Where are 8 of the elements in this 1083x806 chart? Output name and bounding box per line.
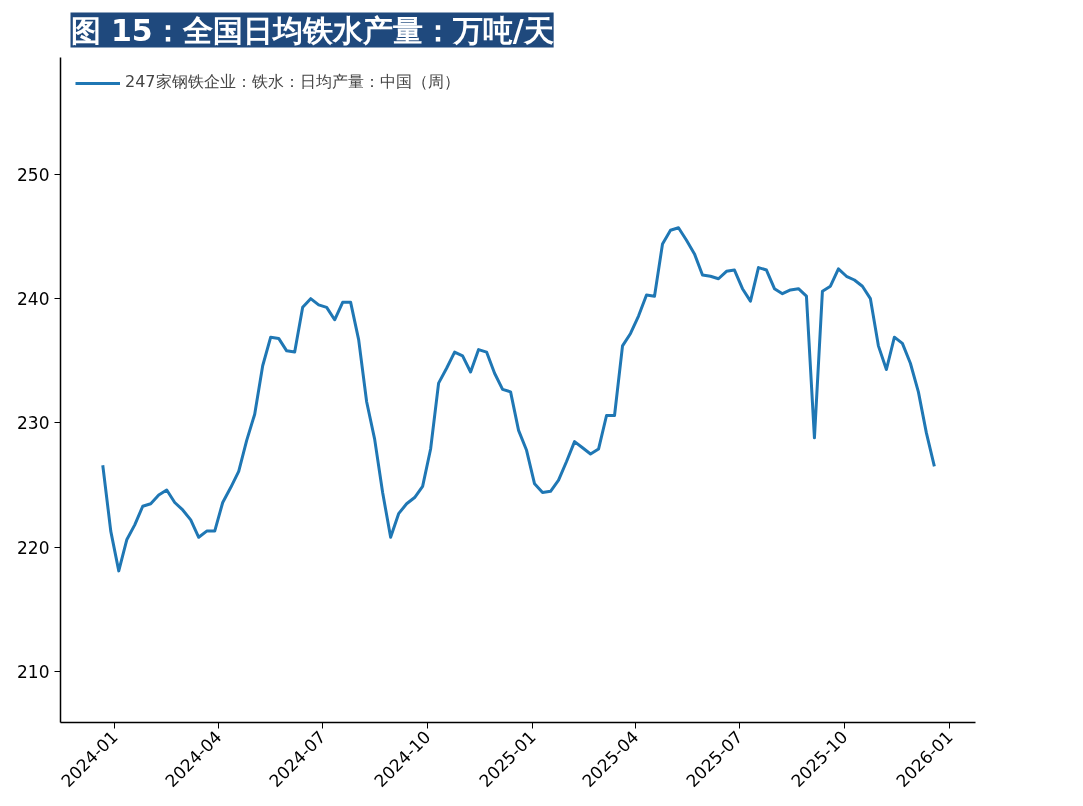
legend-label: 247家钢铁企业：铁水：日均产量：中国（周） xyxy=(125,72,460,93)
y-tick-label: 230 xyxy=(17,413,50,434)
y-tick-label: 240 xyxy=(17,289,50,310)
y-tick-label: 210 xyxy=(17,662,50,683)
chart-title: 图 15：全国日均铁水产量：万吨/天 xyxy=(70,12,554,48)
y-tick-label: 220 xyxy=(17,537,50,558)
y-tick-label: 250 xyxy=(17,164,50,185)
line-series xyxy=(101,226,936,573)
